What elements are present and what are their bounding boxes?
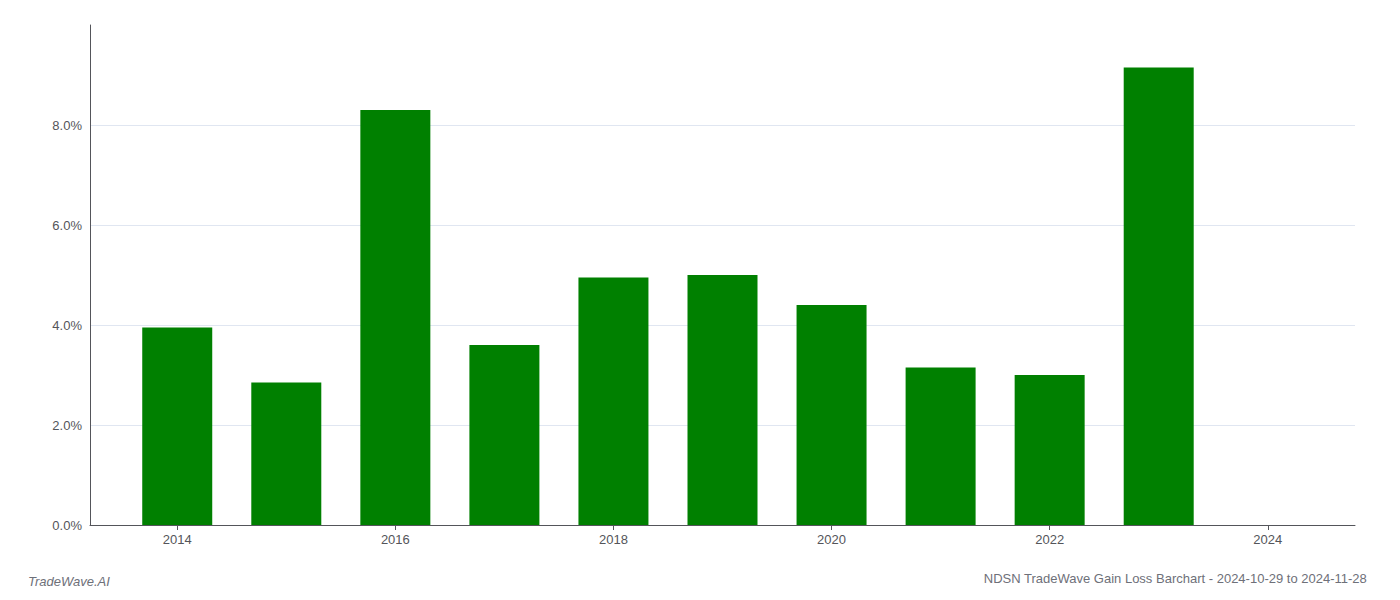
svg-text:4.0%: 4.0% bbox=[52, 318, 82, 333]
svg-text:2016: 2016 bbox=[381, 532, 410, 547]
svg-text:0.0%: 0.0% bbox=[52, 518, 82, 533]
svg-text:2014: 2014 bbox=[163, 532, 192, 547]
svg-text:2018: 2018 bbox=[599, 532, 628, 547]
svg-text:2020: 2020 bbox=[817, 532, 846, 547]
svg-text:NDSN TradeWave Gain Loss Barch: NDSN TradeWave Gain Loss Barchart - 2024… bbox=[984, 571, 1367, 586]
svg-text:2024: 2024 bbox=[1253, 532, 1282, 547]
svg-text:6.0%: 6.0% bbox=[52, 218, 82, 233]
svg-text:2022: 2022 bbox=[1035, 532, 1064, 547]
svg-text:TradeWave.AI: TradeWave.AI bbox=[28, 574, 110, 589]
svg-text:8.0%: 8.0% bbox=[52, 118, 82, 133]
svg-text:2.0%: 2.0% bbox=[52, 418, 82, 433]
